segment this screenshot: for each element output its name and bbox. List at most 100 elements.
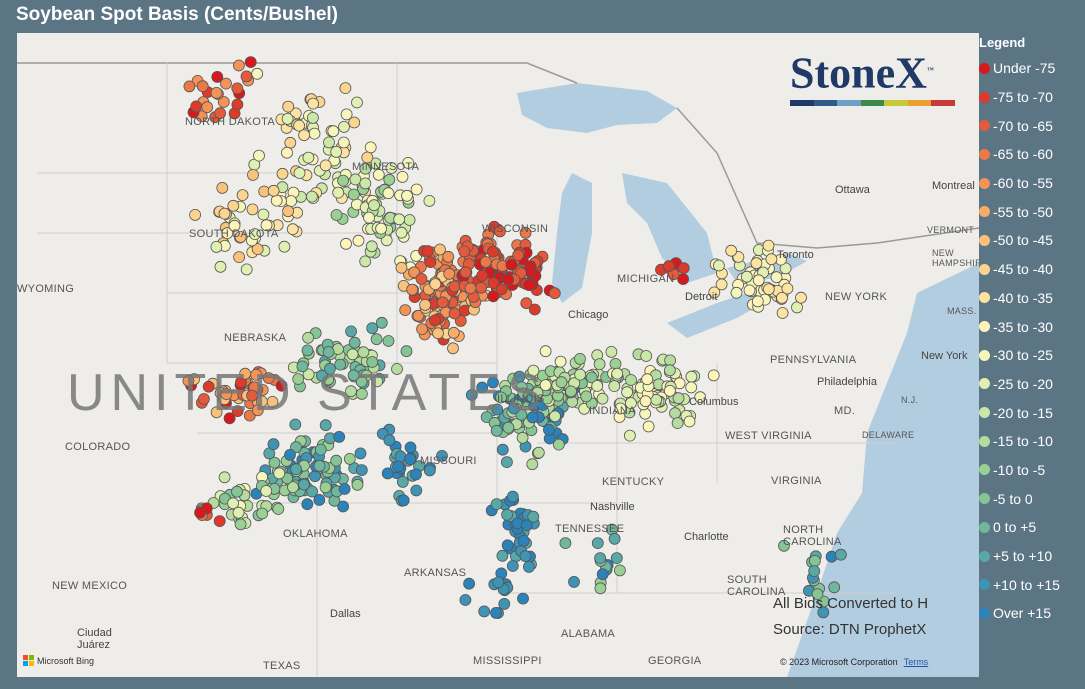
legend-item[interactable]: -20 to -15 [979, 398, 1085, 427]
basis-point[interactable] [609, 357, 622, 370]
legend-item[interactable]: +5 to +10 [979, 542, 1085, 571]
basis-point[interactable] [267, 438, 280, 451]
basis-point[interactable] [281, 113, 294, 125]
basis-point[interactable] [357, 346, 370, 359]
basis-point[interactable] [313, 493, 326, 506]
basis-point[interactable] [305, 190, 318, 203]
basis-point[interactable] [458, 245, 471, 258]
basis-point[interactable] [505, 258, 518, 271]
basis-point[interactable] [383, 173, 396, 186]
basis-point[interactable] [523, 279, 536, 292]
basis-point[interactable] [512, 249, 525, 262]
basis-point[interactable] [743, 284, 756, 297]
basis-point[interactable] [480, 411, 493, 424]
basis-point[interactable] [278, 240, 291, 253]
basis-point[interactable] [282, 205, 295, 218]
basis-point[interactable] [640, 350, 653, 362]
basis-point[interactable] [346, 348, 359, 361]
basis-point[interactable] [383, 434, 396, 447]
basis-point[interactable] [424, 256, 437, 269]
legend-item[interactable]: -55 to -50 [979, 197, 1085, 226]
basis-point[interactable] [194, 506, 207, 519]
basis-point[interactable] [338, 483, 351, 495]
basis-point[interactable] [275, 379, 288, 392]
basis-point[interactable] [669, 407, 681, 420]
basis-point[interactable] [447, 326, 460, 339]
basis-point[interactable] [375, 316, 388, 329]
basis-point[interactable] [393, 213, 406, 226]
legend-item[interactable]: -45 to -40 [979, 255, 1085, 284]
basis-point[interactable] [495, 283, 508, 296]
basis-point[interactable] [375, 222, 388, 235]
basis-point[interactable] [614, 402, 627, 415]
basis-point[interactable] [302, 368, 315, 381]
basis-point[interactable] [555, 376, 568, 389]
legend-item[interactable]: -10 to -5 [979, 456, 1085, 485]
basis-map[interactable]: UNITED STATES NORTH DAKOTA SOUTH DAKOTA … [17, 33, 979, 677]
basis-point[interactable] [337, 174, 350, 187]
basis-point[interactable] [487, 245, 499, 258]
basis-point[interactable] [835, 548, 847, 561]
basis-point[interactable] [319, 419, 332, 432]
legend-item[interactable]: -70 to -65 [979, 111, 1085, 140]
basis-point[interactable] [240, 70, 253, 83]
basis-point[interactable] [323, 362, 336, 375]
basis-point[interactable] [490, 424, 503, 437]
basis-point[interactable] [708, 286, 721, 299]
basis-point[interactable] [527, 364, 540, 377]
basis-point[interactable] [290, 463, 302, 476]
basis-point[interactable] [231, 82, 244, 95]
basis-point[interactable] [476, 269, 489, 282]
basis-point[interactable] [248, 228, 261, 241]
basis-point[interactable] [434, 243, 446, 256]
basis-point[interactable] [496, 549, 509, 562]
basis-point[interactable] [231, 405, 244, 418]
basis-point[interactable] [327, 125, 340, 138]
basis-point[interactable] [260, 219, 273, 232]
basis-point[interactable] [672, 392, 685, 405]
basis-point[interactable] [359, 162, 372, 175]
basis-point[interactable] [293, 119, 306, 132]
basis-point[interactable] [447, 342, 459, 355]
basis-point[interactable] [213, 515, 226, 528]
basis-point[interactable] [240, 263, 253, 276]
basis-point[interactable] [532, 446, 545, 459]
basis-point[interactable] [289, 418, 302, 431]
basis-point[interactable] [231, 485, 243, 498]
basis-point[interactable] [585, 371, 598, 384]
basis-point[interactable] [448, 307, 461, 320]
basis-point[interactable] [400, 345, 413, 358]
basis-point[interactable] [322, 346, 335, 358]
basis-point[interactable] [596, 568, 609, 581]
basis-point[interactable] [752, 274, 765, 287]
basis-point[interactable] [216, 181, 229, 194]
basis-point[interactable] [404, 453, 417, 466]
basis-point[interactable] [256, 507, 269, 520]
basis-point[interactable] [605, 345, 618, 358]
basis-point[interactable] [498, 598, 511, 610]
basis-point[interactable] [496, 443, 509, 456]
basis-point[interactable] [392, 460, 405, 473]
basis-point[interactable] [515, 408, 528, 421]
basis-point[interactable] [641, 373, 654, 386]
basis-point[interactable] [348, 336, 361, 349]
basis-point[interactable] [491, 403, 504, 416]
basis-point[interactable] [284, 448, 296, 461]
basis-point[interactable] [506, 560, 519, 572]
basis-point[interactable] [338, 121, 350, 133]
basis-point[interactable] [354, 447, 367, 460]
basis-point[interactable] [197, 393, 210, 405]
basis-point[interactable] [282, 100, 295, 113]
basis-point[interactable] [574, 368, 586, 381]
basis-point[interactable] [507, 402, 520, 415]
basis-point[interactable] [298, 129, 311, 142]
basis-point[interactable] [664, 354, 676, 367]
basis-point[interactable] [762, 283, 775, 296]
basis-point[interactable] [220, 77, 232, 90]
basis-point[interactable] [527, 510, 540, 523]
basis-point[interactable] [347, 369, 360, 382]
basis-point[interactable] [608, 380, 621, 393]
basis-point[interactable] [591, 537, 604, 550]
basis-point[interactable] [479, 256, 492, 268]
basis-point[interactable] [270, 194, 283, 207]
